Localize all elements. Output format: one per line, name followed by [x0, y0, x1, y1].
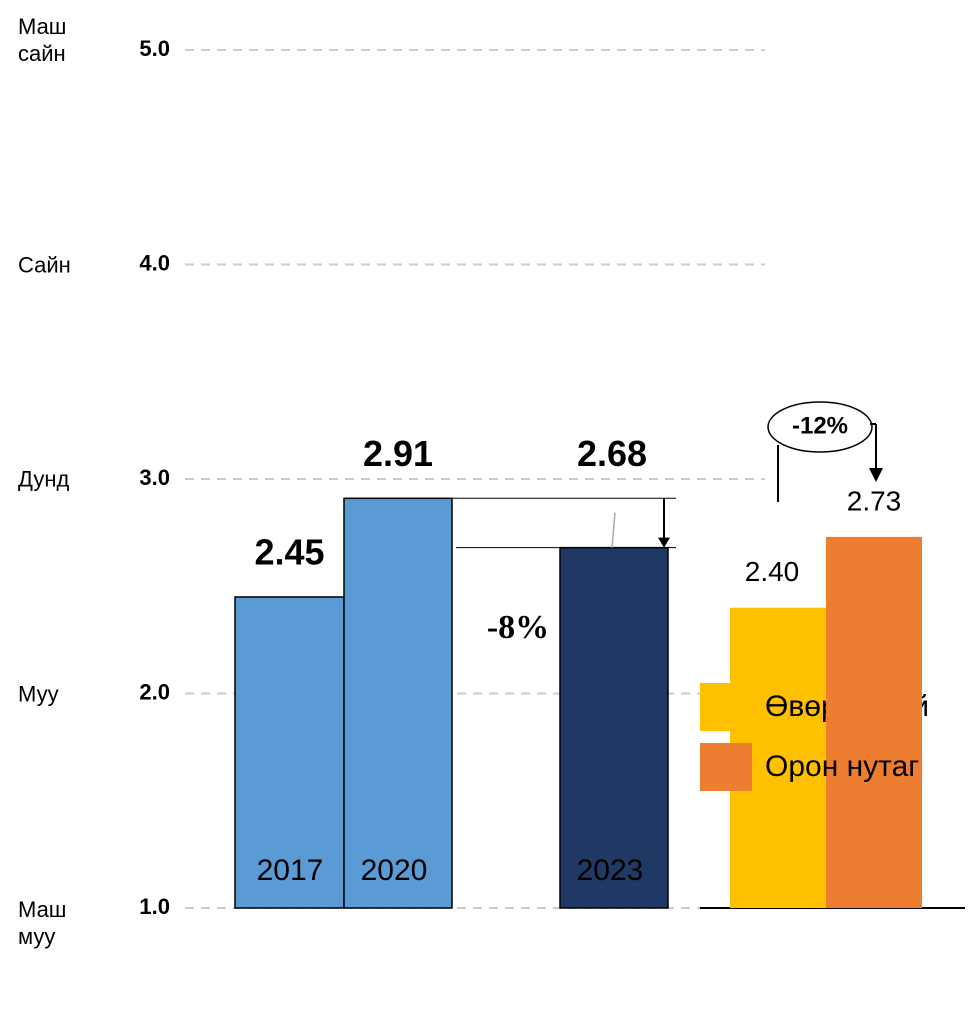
- value-label: 2.73: [847, 485, 902, 516]
- value-label: 2.91: [363, 433, 433, 474]
- legend-label: Орон нутаг: [765, 750, 919, 783]
- legend-swatch: [700, 743, 752, 791]
- y-tick-label: 3.0: [139, 465, 170, 490]
- leader: [611, 512, 616, 548]
- annotation: -12%: [792, 412, 848, 439]
- value-label: 2.68: [577, 433, 647, 474]
- x-tick-label: 2020: [361, 854, 428, 887]
- rating-label: Маш сайн: [18, 14, 67, 66]
- annotation: -8%: [487, 609, 549, 646]
- arrow-head: [658, 537, 670, 548]
- bar: [826, 536, 922, 908]
- x-tick-label: 2023: [577, 854, 644, 887]
- bar: [234, 596, 345, 909]
- value-label: 2.45: [254, 531, 324, 572]
- arrow-head: [869, 468, 883, 482]
- rating-label: Маш муу: [18, 897, 67, 949]
- value-label: 2.40: [745, 556, 800, 587]
- annotation-ellipse: [767, 401, 873, 453]
- x-tick-label: 2017: [257, 854, 324, 887]
- legend-swatch: [700, 683, 752, 731]
- y-tick-label: 2.0: [139, 679, 170, 704]
- bar: [343, 497, 453, 909]
- rating-label: Муу: [18, 681, 59, 706]
- y-tick-label: 5.0: [139, 36, 170, 61]
- bar: [559, 546, 669, 909]
- rating-label: Дунд: [18, 466, 70, 492]
- y-tick-label: 1.0: [139, 894, 170, 919]
- y-tick-label: 4.0: [139, 250, 170, 275]
- rating-label: Сайн: [18, 252, 71, 277]
